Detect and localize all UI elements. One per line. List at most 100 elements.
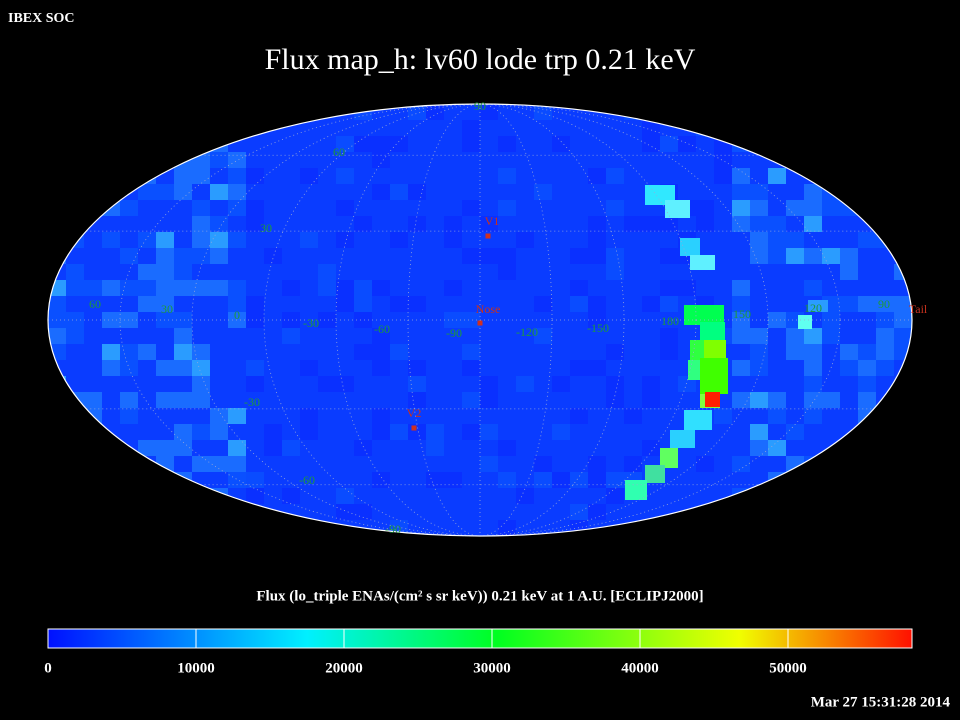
- flux-cell: [174, 360, 192, 376]
- flux-cell: [120, 104, 138, 120]
- flux-cell: [732, 504, 750, 520]
- flux-cell: [102, 360, 120, 376]
- flux-cell: [714, 168, 732, 184]
- flux-cell: [606, 376, 624, 392]
- flux-cell: [876, 440, 894, 456]
- flux-cell: [192, 488, 210, 504]
- flux-cell: [804, 456, 822, 472]
- flux-cell: [156, 280, 174, 296]
- flux-cell: [516, 232, 534, 248]
- flux-cell: [498, 440, 516, 456]
- flux-cell: [768, 488, 786, 504]
- flux-cell: [858, 520, 876, 536]
- flux-cell: [858, 120, 876, 136]
- flux-cell: [498, 472, 516, 488]
- flux-cell: [552, 424, 570, 440]
- flux-cell: [552, 136, 570, 152]
- flux-cell: [750, 392, 768, 408]
- flux-cell: [876, 328, 894, 344]
- flux-cell: [228, 408, 246, 424]
- flux-cell: [372, 328, 390, 344]
- flux-cell: [732, 296, 750, 312]
- flux-cell: [732, 216, 750, 232]
- flux-cell: [192, 248, 210, 264]
- flux-cell: [246, 472, 264, 488]
- flux-cell: [138, 344, 156, 360]
- marker: [411, 425, 417, 431]
- flux-cell: [246, 216, 264, 232]
- flux-cell: [786, 328, 804, 344]
- flux-cell: [696, 216, 714, 232]
- flux-cell: [444, 216, 462, 232]
- flux-cell: [480, 248, 498, 264]
- flux-cell: [408, 184, 426, 200]
- flux-cell: [192, 120, 210, 136]
- marker-label: V2: [407, 406, 422, 420]
- flux-cell: [822, 184, 840, 200]
- flux-cell: [660, 280, 678, 296]
- flux-cell: [732, 168, 750, 184]
- flux-cell: [174, 424, 192, 440]
- flux-cell: [156, 232, 174, 248]
- flux-cell: [786, 504, 804, 520]
- flux-cell: [894, 168, 912, 184]
- flux-cell: [66, 456, 84, 472]
- flux-cell: [174, 184, 192, 200]
- flux-cell: [174, 264, 192, 280]
- flux-cell: [894, 104, 912, 120]
- flux-cell: [120, 360, 138, 376]
- flux-cell: [372, 360, 390, 376]
- flux-cell: [156, 152, 174, 168]
- flux-cell: [750, 440, 768, 456]
- flux-cell: [174, 488, 192, 504]
- flux-cell: [678, 280, 696, 296]
- flux-cell: [210, 424, 228, 440]
- flux-cell: [588, 504, 606, 520]
- flux-cell: [84, 472, 102, 488]
- flux-cell: [462, 136, 480, 152]
- flux-cell: [786, 104, 804, 120]
- flux-cell: [840, 264, 858, 280]
- flux-cell: [858, 360, 876, 376]
- flux-cell: [606, 392, 624, 408]
- flux-cell: [66, 440, 84, 456]
- flux-cell: [786, 136, 804, 152]
- flux-cell: [876, 120, 894, 136]
- flux-cell: [750, 424, 768, 440]
- flux-cell: [48, 424, 66, 440]
- flux-cell: [156, 120, 174, 136]
- flux-cell: [516, 376, 534, 392]
- flux-cell: [840, 520, 858, 536]
- flux-cell: [894, 408, 912, 424]
- flux-cell: [48, 168, 66, 184]
- flux-cell: [228, 504, 246, 520]
- longitude-label: -60: [374, 322, 390, 336]
- flux-cell: [642, 440, 660, 456]
- flux-cell: [804, 488, 822, 504]
- flux-cell: [498, 136, 516, 152]
- flux-cell: [462, 360, 480, 376]
- flux-cell: [684, 305, 724, 325]
- flux-cell: [174, 168, 192, 184]
- flux-cell: [894, 312, 912, 328]
- flux-cell: [822, 520, 840, 536]
- flux-cell: [264, 424, 282, 440]
- flux-cell: [462, 392, 480, 408]
- flux-cell: [210, 488, 228, 504]
- flux-cell: [876, 296, 894, 312]
- flux-cell: [588, 168, 606, 184]
- flux-cell: [876, 488, 894, 504]
- map-border: [47, 103, 913, 537]
- flux-cell: [768, 408, 786, 424]
- flux-cell: [462, 200, 480, 216]
- flux-cell: [624, 216, 642, 232]
- colorbar-tick-label: 40000: [621, 660, 659, 676]
- flux-cell: [822, 248, 840, 264]
- flux-cell: [174, 120, 192, 136]
- flux-cell: [732, 104, 750, 120]
- flux-cell: [192, 344, 210, 360]
- flux-cell: [156, 472, 174, 488]
- flux-cell: [66, 168, 84, 184]
- flux-cell: [372, 408, 390, 424]
- flux-cell: [534, 104, 552, 120]
